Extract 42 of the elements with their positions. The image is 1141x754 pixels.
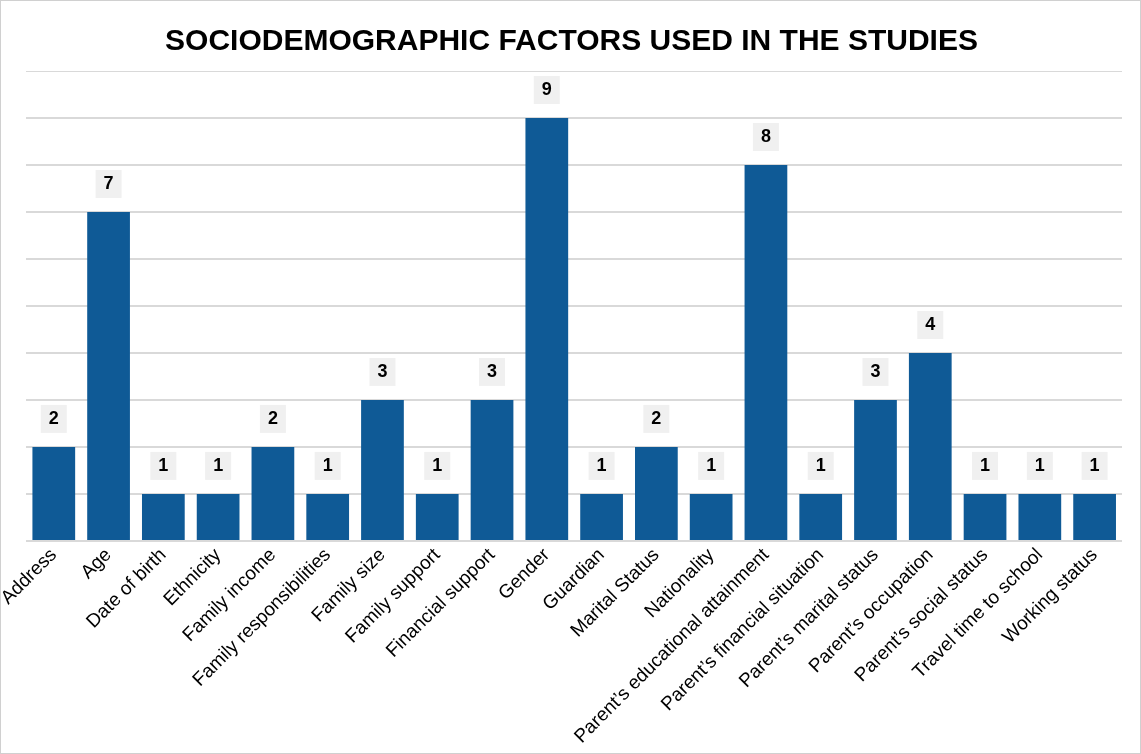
bar [963,493,1007,540]
bar [32,446,76,540]
data-label: 8 [760,125,771,146]
data-label: 2 [48,407,59,428]
data-label: 1 [815,454,826,475]
data-label: 1 [213,454,224,475]
bar [306,493,350,540]
bar [196,493,240,540]
bar [361,399,404,540]
bar [251,446,295,540]
bar [1018,493,1062,540]
bar [689,493,733,540]
x-tick-label: Age [76,543,116,583]
bar [87,211,130,540]
data-label: 7 [103,172,114,193]
chart-title: SOCIODEMOGRAPHIC FACTORS USED IN THE STUDIES [164,23,979,57]
data-label: 2 [267,407,278,428]
bar [1073,493,1116,540]
data-label: 4 [925,313,936,334]
bar [635,446,678,540]
bar [525,117,569,540]
bar [908,352,952,540]
data-label: 3 [870,360,881,381]
data-label: 3 [487,360,498,381]
data-label: 9 [541,78,552,99]
bar [744,164,788,540]
data-label: 1 [432,454,443,475]
data-label: 1 [980,454,991,475]
data-label: 1 [706,454,717,475]
data-label: 1 [596,454,607,475]
bar [470,399,514,540]
bar [854,399,897,540]
bar [580,493,623,540]
data-label: 2 [651,407,662,428]
data-label: 1 [1034,454,1045,475]
bar [415,493,459,540]
bar [799,493,843,540]
data-label: 1 [322,454,333,475]
data-label: 1 [158,454,169,475]
data-label: 1 [1089,454,1100,475]
bar [141,493,185,540]
data-label: 3 [377,360,388,381]
